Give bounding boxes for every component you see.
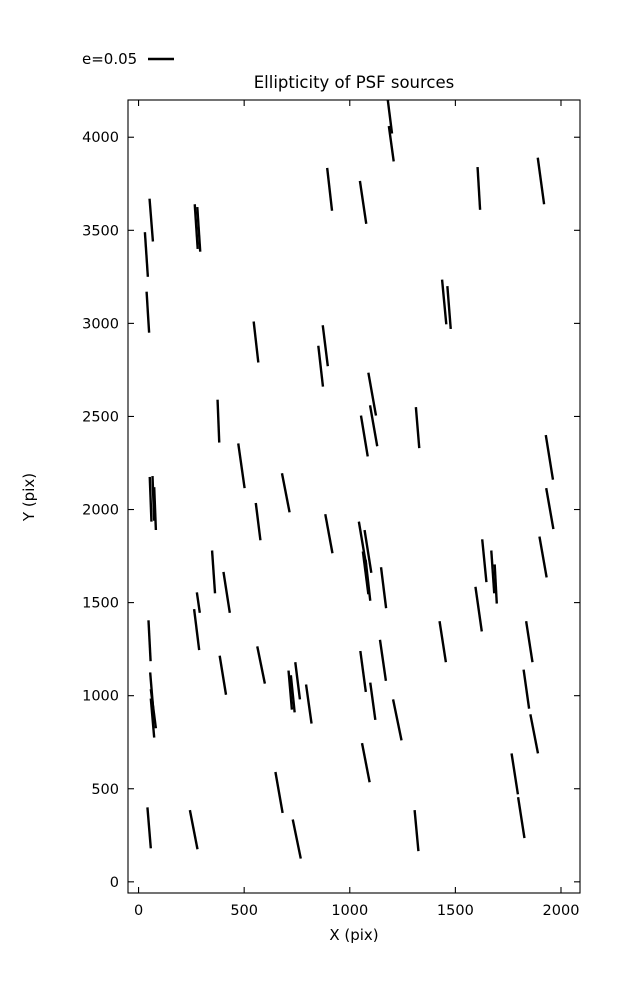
whisker-segment [287,670,294,710]
whisker-segment [193,204,199,249]
y-tick-label: 2000 [82,503,119,519]
whisker-segment [414,407,421,449]
x-tick-label: 1000 [331,903,368,919]
whisker-segment [149,698,156,738]
whisker-segment [325,167,334,211]
whisker-segment [510,753,520,795]
whisker-segment [188,809,199,850]
y-tick-label: 2500 [82,409,119,425]
whisker-segment [196,206,202,252]
whisker-segment [474,586,483,632]
whisker-segment [440,279,448,325]
whisker-segment [538,536,548,578]
whisker-segment [304,684,313,724]
whisker-series [143,100,555,859]
plot-frame [127,99,581,894]
whisker-segment [544,434,555,480]
whisker-segment [152,487,158,531]
x-tick-label: 1500 [437,903,474,919]
y-tick-label: 1500 [82,596,119,612]
whisker-segment [148,198,155,242]
whisker-segment [151,475,156,521]
y-tick-label: 3500 [82,223,119,239]
whisker-segment [438,621,448,663]
whisker-segment [147,620,152,662]
whisker-segment [294,662,302,700]
whisker-segment [378,639,388,681]
whisker-segment [291,819,302,859]
whisker-segment [490,550,496,594]
whisker-segment [210,550,217,594]
whisker-segment [524,621,534,663]
page-title: Ellipticity of PSF sources [254,73,455,92]
whisker-segment [357,521,368,565]
y-tick-label: 3000 [82,316,119,332]
whisker-segment [289,675,296,713]
whisker-segment [476,166,482,210]
whisker-segment [146,807,153,849]
whisker-segment [379,567,388,609]
whisker-segment [367,372,378,416]
whisker-segment [363,529,373,574]
y-tick-label: 0 [110,875,119,891]
whisker-segment [481,539,488,583]
y-tick-label: 500 [91,782,119,798]
y-axis-label: Y (pix) [20,473,38,522]
whisker-segment [222,571,231,614]
whisker-segment [364,559,372,601]
y-tick-label: 4000 [82,130,119,146]
whisker-segment [545,487,555,530]
whisker-segment [391,699,403,741]
whisker-segment [369,682,377,721]
whisker-segment [237,443,246,489]
whisker-segment [218,655,228,695]
whisker-segment [216,399,221,443]
whisker-segment [324,513,334,554]
whisker-segment [359,415,369,457]
y-tick-label: 1000 [82,689,119,705]
whisker-segment [361,551,370,595]
whisker-segment [192,608,201,651]
whisker-segment [256,646,267,684]
whisker-segment [368,405,379,447]
x-tick-label: 2000 [543,903,580,919]
x-axis-label: X (pix) [329,926,378,944]
whisker-segment [359,650,368,693]
whisker-segment [149,689,158,729]
whisker-segment [274,771,284,814]
legend-label: e=0.05 [82,50,137,68]
whisker-segment [145,291,151,333]
x-tick-label: 500 [230,903,258,919]
whisker-segment [413,810,420,852]
whisker-segment [254,502,262,541]
whisker-segment [280,473,291,513]
whisker-segment [529,714,540,754]
whisker-segment [387,125,395,162]
whisker-segment [321,325,330,367]
whisker-segment [516,796,526,839]
whisker-segment [195,592,202,614]
x-axis-ticks: 0 500 1000 1500 2000 [134,100,580,919]
y-axis-ticks: 0 500 1000 1500 2000 2500 3000 3500 4000 [82,130,580,891]
whisker-segment [252,321,260,363]
whisker-segment [536,157,546,205]
whisker-segment [143,232,150,277]
whisker-segment [317,345,325,387]
whisker-segment [360,742,371,783]
whisker-segment [386,100,394,134]
whisker-segment [446,286,452,330]
whisker-segment [522,669,531,709]
whisker-segment [493,564,498,604]
whisker-segment [358,180,368,224]
whisker-segment [148,476,153,522]
legend: e=0.05 [82,50,174,68]
x-tick-label: 0 [134,903,143,919]
